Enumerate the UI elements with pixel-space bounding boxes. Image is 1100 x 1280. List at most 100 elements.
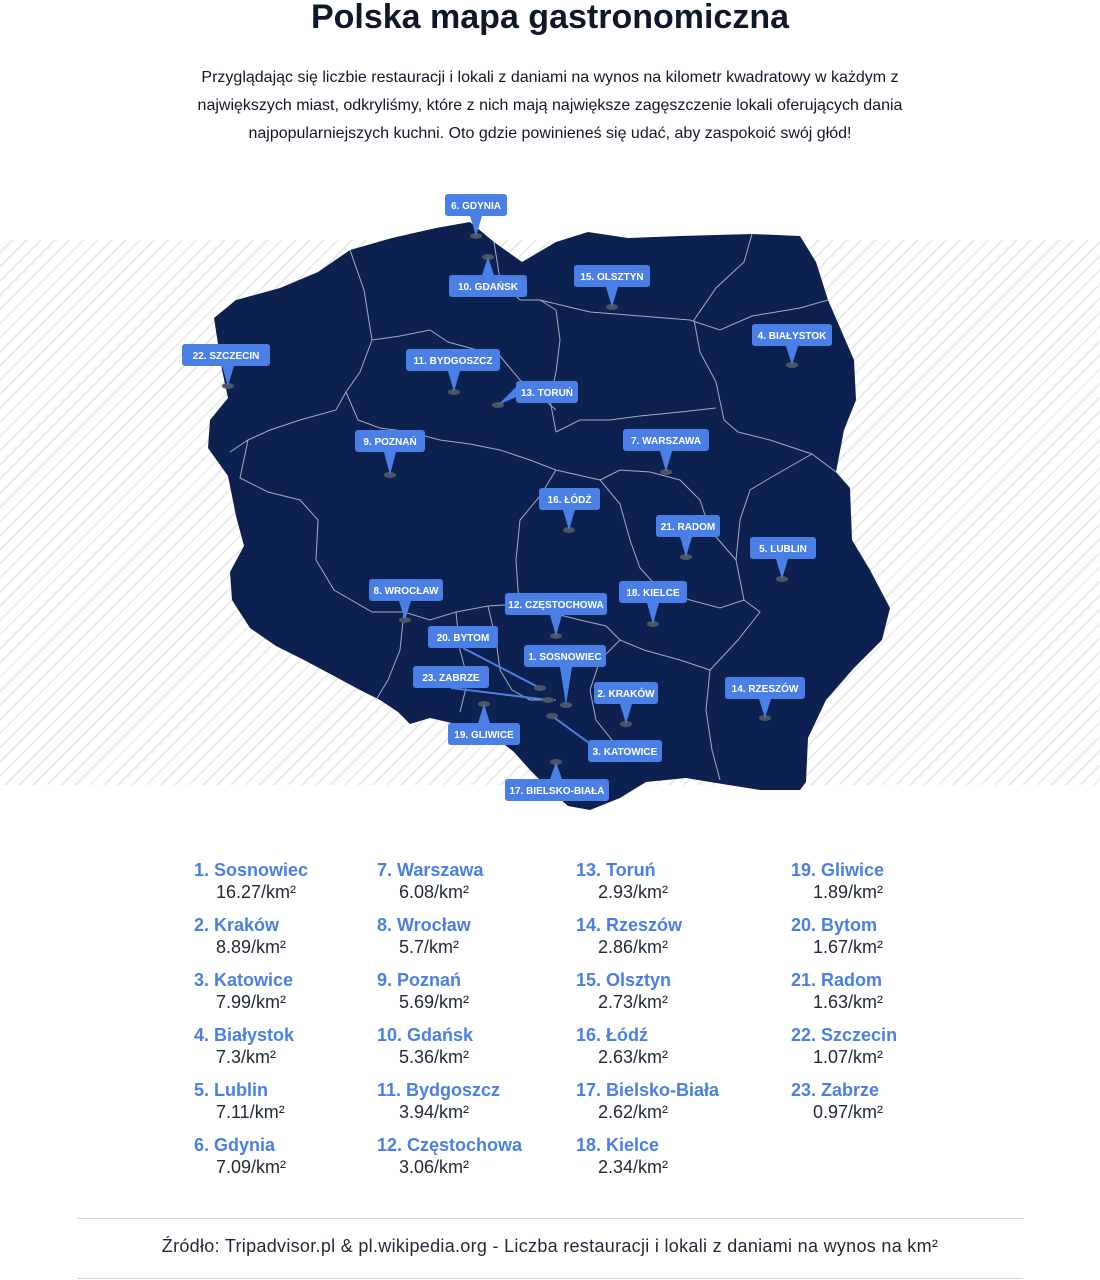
marker-label: 5. LUBLIN	[759, 544, 807, 555]
marker-pointer	[660, 451, 672, 472]
marker-label-box	[369, 579, 443, 601]
marker-label-box	[588, 740, 662, 762]
marker-label-box	[428, 626, 498, 648]
ranking-city-name: 19. Gliwice	[791, 860, 885, 880]
ranking-city-name: 1. Sosnowiec	[194, 860, 309, 880]
marker-pointer	[786, 346, 798, 365]
marker-label-box	[413, 666, 489, 688]
marker-label: 7. WARSZAWA	[631, 436, 701, 447]
marker-szczecin: 22. SZCZECIN	[182, 344, 270, 389]
marker-label: 2. KRAKÓW	[597, 687, 655, 700]
marker-pointer	[482, 257, 494, 275]
marker-label-box	[725, 677, 805, 699]
border-3	[539, 299, 829, 331]
marker-gdansk: 10. GDAŃSK	[449, 254, 527, 297]
ranking-density-value: 8.89/km²	[216, 937, 287, 957]
city-pin-dot	[542, 697, 554, 703]
border-11	[519, 599, 761, 671]
marker-warszawa: 7. WARSZAWA	[623, 429, 709, 475]
map-shapes	[208, 222, 890, 810]
ranking-city-name: 13. Toruń	[576, 860, 656, 880]
marker-label: 3. KATOWICE	[593, 747, 658, 758]
rank-column-2: 7. Warszawa 6.08/km² 8. Wrocław 5.7/km² 9. P…	[377, 858, 577, 1188]
ranking-city-name: 16. Łódź	[576, 1025, 649, 1045]
page-title: Polska mapa gastronomiczna	[310, 0, 790, 36]
marker-label-box	[182, 344, 270, 366]
ranking-item: 1. Sosnowiec 16.27/km²	[194, 858, 394, 913]
marker-katowice: 3. KATOWICE	[546, 713, 662, 762]
marker-rzeszow: 14. RZESZÓW	[725, 677, 805, 721]
rankings: 1. Sosnowiec 16.27/km² 2. Kraków 8.89/km² 3.…	[0, 858, 1100, 1188]
marker-label: 4. BIAŁYSTOK	[758, 331, 827, 342]
marker-label-box	[656, 515, 720, 537]
ranking-city-name: 4. Białystok	[194, 1025, 295, 1045]
ranking-item: 7. Warszawa 6.08/km²	[377, 858, 577, 913]
marker-pointer	[222, 366, 234, 386]
marker-label-box	[623, 429, 709, 451]
intro-paragraph: Przyglądając się liczbie restauracji i l…	[197, 69, 903, 142]
ranking-item: 6. Gdynia 7.09/km²	[194, 1133, 394, 1188]
marker-label: 23. ZABRZE	[422, 673, 480, 684]
ranking-city-name: 2. Kraków	[194, 915, 280, 935]
ranking-density-value: 7.99/km²	[216, 992, 287, 1012]
marker-label: 8. WROCŁAW	[374, 586, 440, 597]
ranking-density-value: 1.07/km²	[813, 1047, 884, 1067]
ranking-city-name: 12. Częstochowa	[377, 1135, 523, 1155]
ranking-item: 19. Gliwice 1.89/km²	[791, 858, 991, 913]
marker-label: 10. GDAŃSK	[458, 280, 519, 293]
marker-wroclaw: 8. WROCŁAW	[369, 579, 443, 623]
marker-label: 14. RZESZÓW	[732, 682, 799, 695]
marker-label-box	[406, 349, 500, 371]
ranking-city-name: 20. Bytom	[791, 915, 878, 935]
rank-column-1: 1. Sosnowiec 16.27/km² 2. Kraków 8.89/km² 3.…	[194, 858, 394, 1188]
marker-label-box	[516, 381, 578, 403]
city-pin-dot	[534, 685, 546, 691]
marker-pointer	[399, 601, 411, 620]
marker-label: 20. BYTOM	[437, 633, 490, 644]
marker-czestochowa: 12. CZĘSTOCHOWA	[505, 593, 607, 639]
marker-pointer	[647, 603, 659, 624]
marker-pointer	[620, 704, 632, 724]
marker-label: 18. KIELCE	[626, 588, 680, 599]
ranking-density-value: 2.86/km²	[598, 937, 669, 957]
marker-pointer	[498, 387, 516, 405]
marker-pointer	[776, 559, 788, 579]
marker-krakow: 2. KRAKÓW	[594, 682, 658, 727]
border-6	[345, 391, 557, 471]
ranking-item: 4. Białystok 7.3/km²	[194, 1023, 394, 1078]
ranking-city-name: 9. Poznań	[377, 970, 462, 990]
marker-bytom: 20. BYTOM	[428, 626, 546, 691]
ranking-density-value: 2.63/km²	[598, 1047, 669, 1067]
border-10	[555, 453, 813, 609]
marker-gliwice: 19. GLIWICE	[448, 701, 520, 745]
ranking-city-name: 3. Katowice	[194, 970, 294, 990]
poland-map: 6. GDYNIA 10. GDAŃSK 15. OLSZTYN 4. BIAŁYST…	[182, 194, 890, 810]
ranking-density-value: 7.09/km²	[216, 1157, 287, 1177]
border-4	[693, 233, 837, 473]
marker-label: 9. POZNAŃ	[363, 435, 416, 448]
marker-label-box	[449, 275, 527, 297]
marker-label-box	[448, 723, 520, 745]
marker-pointer	[560, 667, 572, 705]
ranking-density-value: 1.67/km²	[813, 937, 884, 957]
marker-bielsko: 17. BIELSKO-BIAŁA	[505, 759, 609, 801]
marker-label-box	[594, 682, 658, 704]
marker-torun: 13. TORUŃ	[492, 381, 578, 408]
ranking-density-value: 2.34/km²	[598, 1157, 669, 1177]
marker-label-box	[539, 488, 600, 510]
marker-label-box	[752, 324, 832, 346]
ranking-item: 15. Olsztyn 2.73/km²	[576, 968, 776, 1023]
ranking-density-value: 2.73/km²	[598, 992, 669, 1012]
marker-label-box	[574, 265, 650, 287]
marker-pointer	[478, 704, 490, 723]
marker-bydgoszcz: 11. BYDGOSZCZ	[406, 349, 500, 395]
ranking-city-name: 18. Kielce	[576, 1135, 660, 1155]
poland-outline	[208, 222, 890, 810]
ranking-item: 17. Bielsko-Biała 2.62/km²	[576, 1078, 776, 1133]
marker-pointer	[384, 452, 396, 475]
ranking-item: 5. Lublin 7.11/km²	[194, 1078, 394, 1133]
ranking-item: 10. Gdańsk 5.36/km²	[377, 1023, 577, 1078]
marker-leader-line	[462, 647, 541, 689]
marker-pointer	[550, 615, 562, 636]
ranking-city-name: 10. Gdańsk	[377, 1025, 474, 1045]
